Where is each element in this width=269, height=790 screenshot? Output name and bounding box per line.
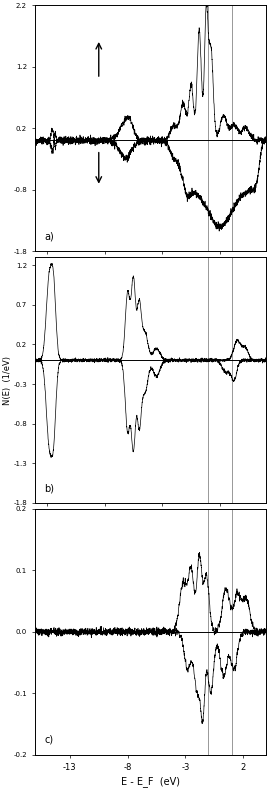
Y-axis label: N(E)  (1/eV): N(E) (1/eV) — [3, 356, 12, 404]
Text: a): a) — [44, 231, 54, 241]
Text: b): b) — [44, 483, 55, 493]
X-axis label: E - E_F  (eV): E - E_F (eV) — [121, 777, 180, 787]
Text: c): c) — [44, 735, 54, 745]
